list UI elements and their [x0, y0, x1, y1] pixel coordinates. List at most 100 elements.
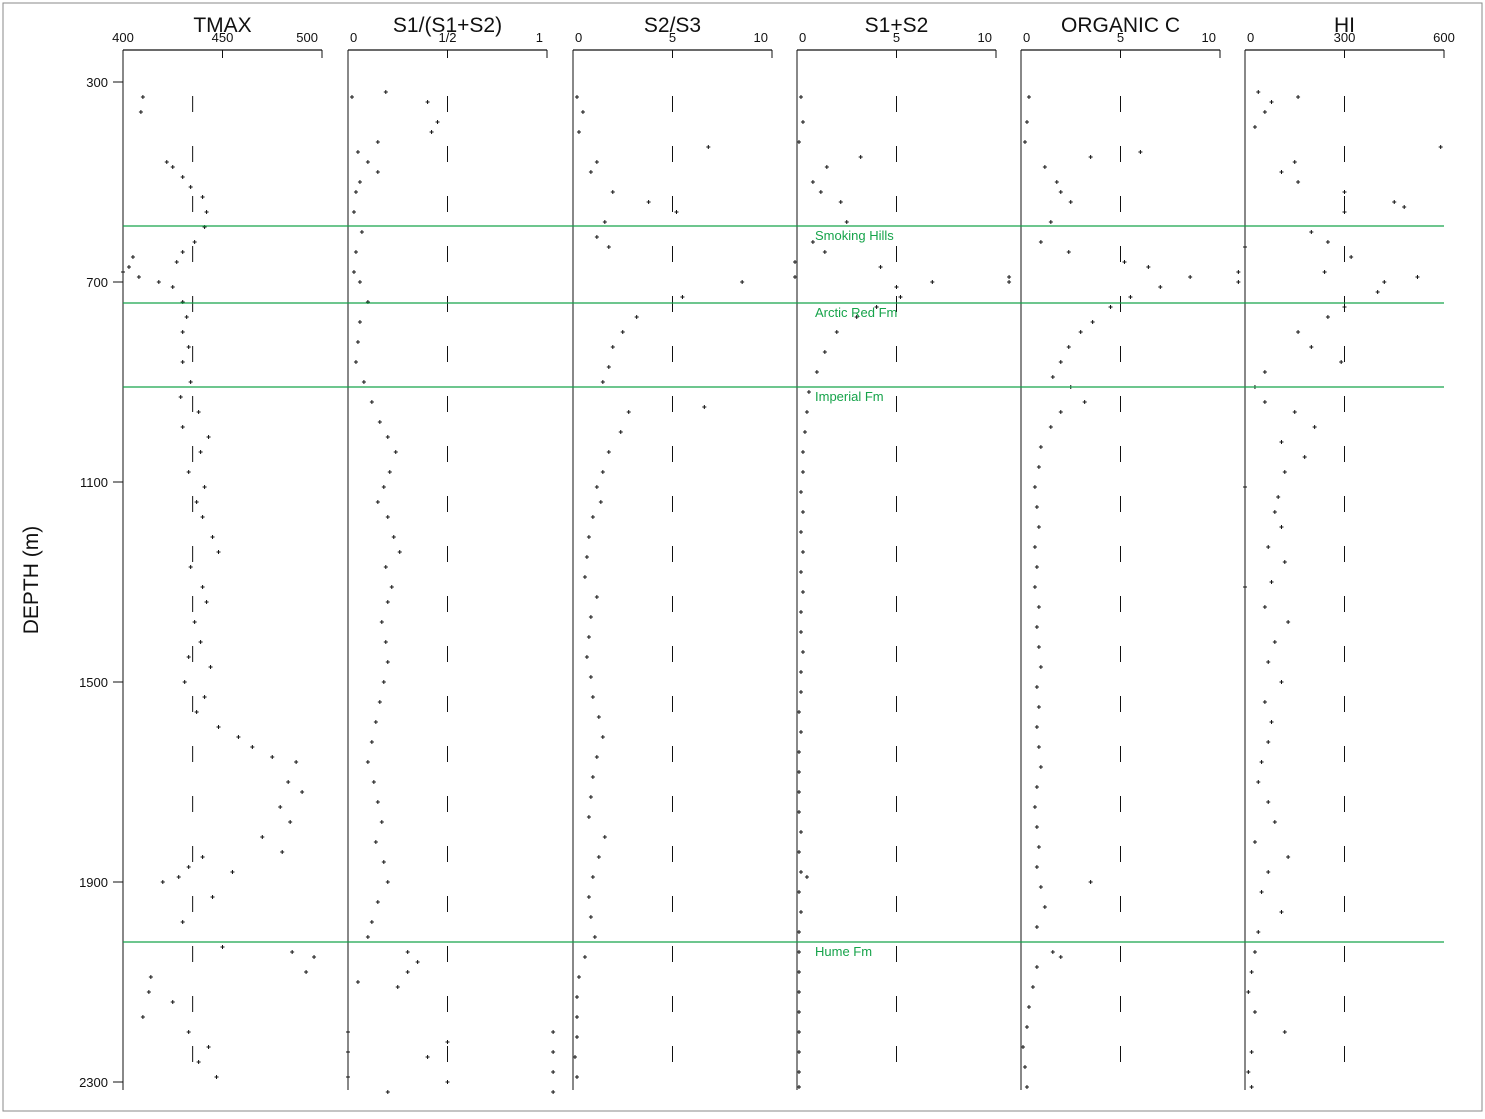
data-point [587, 895, 591, 899]
data-point [577, 130, 581, 134]
data-point [201, 585, 205, 589]
data-point [1236, 270, 1240, 274]
data-point [195, 710, 199, 714]
data-point [406, 950, 410, 954]
data-point [1083, 400, 1087, 404]
data-point [384, 90, 388, 94]
data-point [591, 875, 595, 879]
data-point [270, 755, 274, 759]
data-point [585, 655, 589, 659]
data-point [603, 220, 607, 224]
data-point [1243, 585, 1247, 589]
data-point [797, 710, 801, 714]
data-point [797, 750, 801, 754]
data-point [352, 270, 356, 274]
data-point [879, 265, 883, 269]
data-point [378, 700, 382, 704]
data-point [376, 140, 380, 144]
data-point [1037, 745, 1041, 749]
data-point [839, 200, 843, 204]
data-point [1256, 780, 1260, 784]
panel-tick-label: 5 [893, 30, 900, 45]
data-point [575, 95, 579, 99]
data-point [187, 1030, 191, 1034]
data-point [376, 500, 380, 504]
data-point [386, 1090, 390, 1094]
data-point [1250, 1085, 1254, 1089]
data-point [376, 170, 380, 174]
data-point [799, 730, 803, 734]
data-point [171, 1000, 175, 1004]
data-point [589, 675, 593, 679]
data-point [627, 410, 631, 414]
data-point [803, 430, 807, 434]
data-point [799, 610, 803, 614]
data-point [635, 315, 639, 319]
data-point [799, 910, 803, 914]
data-point [797, 1070, 801, 1074]
data-point [1035, 825, 1039, 829]
data-point [1138, 150, 1142, 154]
data-point [611, 345, 615, 349]
data-point [346, 1050, 350, 1054]
panel-tick-label: 0 [575, 30, 582, 45]
data-point [799, 830, 803, 834]
data-point [797, 140, 801, 144]
data-point [211, 535, 215, 539]
data-point [1035, 785, 1039, 789]
data-point [621, 330, 625, 334]
data-point [583, 955, 587, 959]
data-point [601, 380, 605, 384]
data-point [1039, 445, 1043, 449]
data-point [799, 870, 803, 874]
data-point [797, 790, 801, 794]
data-point [370, 920, 374, 924]
data-point [1059, 360, 1063, 364]
data-point [1303, 455, 1307, 459]
data-point [1035, 625, 1039, 629]
data-point [1296, 330, 1300, 334]
data-point [575, 1035, 579, 1039]
data-point [1051, 950, 1055, 954]
data-point [1146, 265, 1150, 269]
data-point [797, 810, 801, 814]
data-point [187, 345, 191, 349]
data-point [354, 360, 358, 364]
formation-label: Smoking Hills [815, 228, 894, 243]
data-point [1253, 1010, 1257, 1014]
data-point [551, 1090, 555, 1094]
data-point [1037, 645, 1041, 649]
data-point [193, 240, 197, 244]
data-point [1253, 840, 1257, 844]
data-point [1260, 760, 1264, 764]
data-point [436, 120, 440, 124]
data-point [1296, 95, 1300, 99]
data-point [1091, 320, 1095, 324]
panel-tick-label: 450 [212, 30, 234, 45]
data-point [1279, 910, 1283, 914]
data-point [740, 280, 744, 284]
data-point [587, 635, 591, 639]
data-point [1055, 180, 1059, 184]
data-point [215, 1075, 219, 1079]
data-point [799, 670, 803, 674]
data-point [1283, 1030, 1287, 1034]
data-point [201, 515, 205, 519]
data-point [801, 450, 805, 454]
data-point [1128, 295, 1132, 299]
data-point [607, 450, 611, 454]
data-point [374, 720, 378, 724]
data-point [181, 920, 185, 924]
data-point [1067, 250, 1071, 254]
data-point [356, 980, 360, 984]
data-point [1296, 180, 1300, 184]
data-point [197, 1060, 201, 1064]
data-point [799, 630, 803, 634]
data-point [236, 735, 240, 739]
data-point [1035, 565, 1039, 569]
formation-label: Hume Fm [815, 944, 872, 959]
data-point [1286, 620, 1290, 624]
data-point [801, 590, 805, 594]
data-point [382, 485, 386, 489]
data-point [386, 515, 390, 519]
